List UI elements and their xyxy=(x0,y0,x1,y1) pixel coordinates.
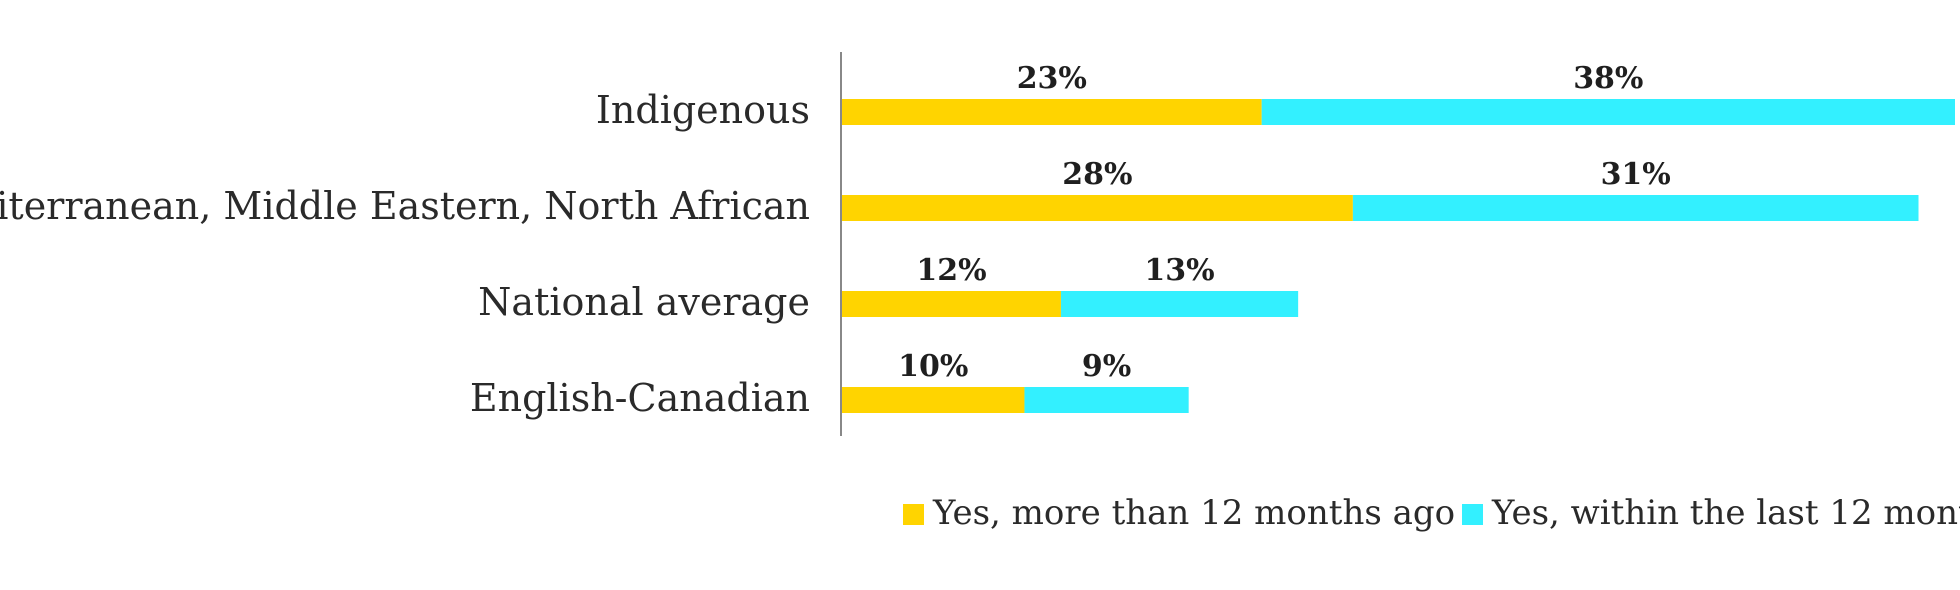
data-label-english-canadian-series-2: 9% xyxy=(1082,349,1131,384)
legend-label-series-1: Yes, more than 12 months ago xyxy=(932,493,1455,533)
bar-indigenous-series-1 xyxy=(842,99,1262,125)
bar-mediterranean-middle-eastern-north-african-series-2 xyxy=(1352,195,1919,221)
data-label-english-canadian-series-1: 10% xyxy=(898,349,968,384)
bar-mediterranean-middle-eastern-north-african-series-1 xyxy=(842,195,1353,221)
bar-english-canadian-series-2 xyxy=(1024,387,1189,413)
data-label-mediterranean-middle-eastern-north-african-series-1: 28% xyxy=(1062,157,1132,192)
bar-national-average-series-2 xyxy=(1060,291,1299,317)
data-label-indigenous-series-1: 23% xyxy=(1017,61,1087,96)
data-label-national-average-series-1: 12% xyxy=(916,253,986,288)
bar-english-canadian-series-1 xyxy=(842,387,1025,413)
category-label-english-canadian: English-Canadian xyxy=(470,376,810,420)
category-label-indigenous: Indigenous xyxy=(596,88,810,132)
legend-swatch-series-1 xyxy=(903,504,924,525)
data-label-mediterranean-middle-eastern-north-african-series-2: 31% xyxy=(1601,157,1671,192)
bar-indigenous-series-2 xyxy=(1261,99,1955,125)
category-label-mediterranean-middle-eastern-north-african: Mediterranean, Middle Eastern, North Afr… xyxy=(0,184,810,228)
legend-swatch-series-2 xyxy=(1462,504,1483,525)
data-label-indigenous-series-2: 38% xyxy=(1573,61,1643,96)
data-label-national-average-series-2: 13% xyxy=(1144,253,1214,288)
legend-label-series-2: Yes, within the last 12 months xyxy=(1491,493,1960,533)
bar-national-average-series-1 xyxy=(842,291,1061,317)
category-label-national-average: National average xyxy=(478,280,810,324)
